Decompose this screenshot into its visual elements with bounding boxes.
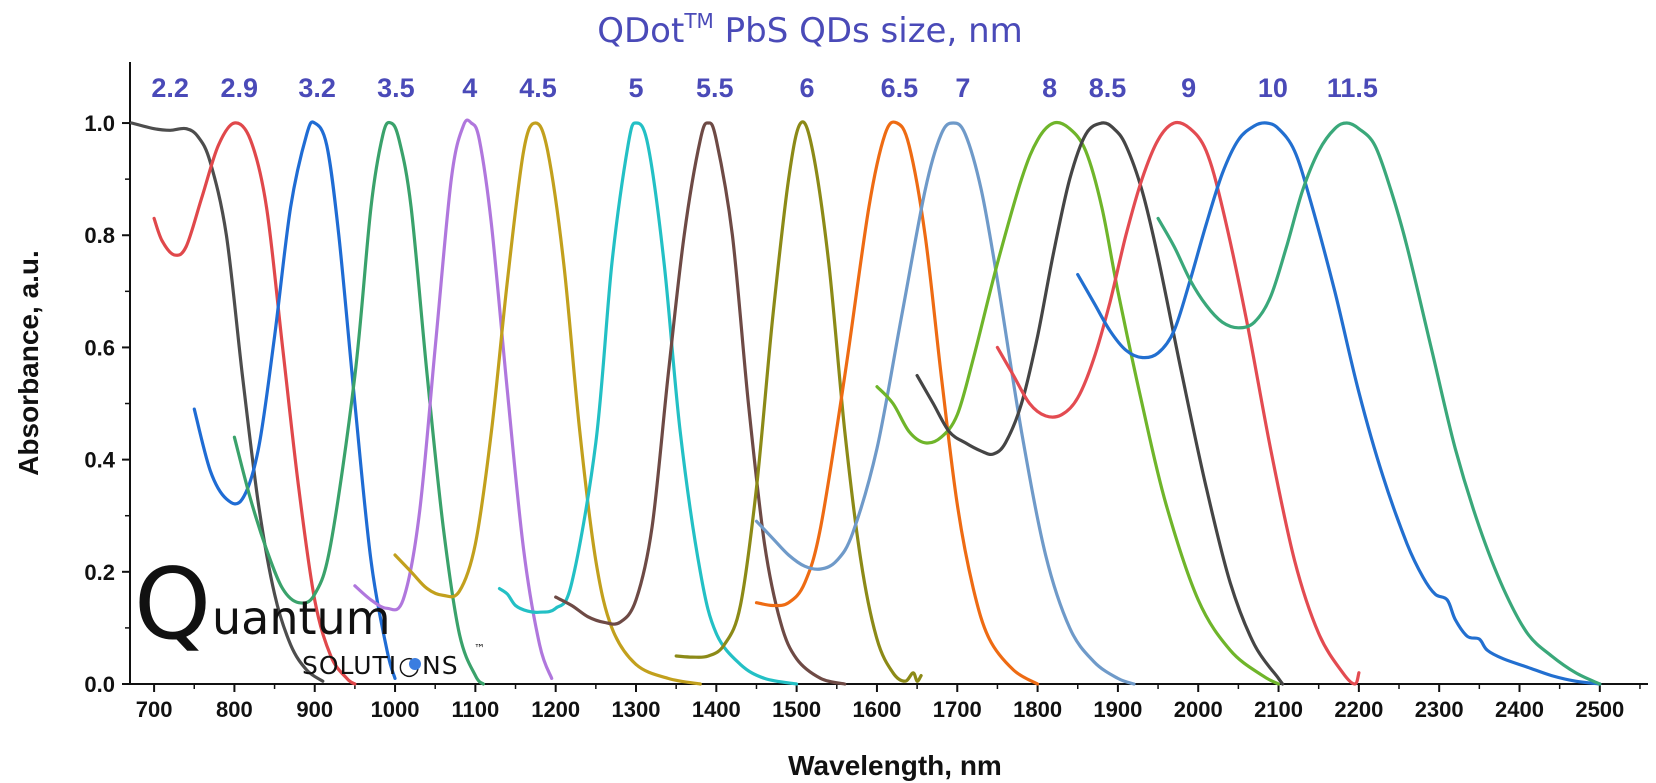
size-label-group: 2.2 2.9 3.2 3.5 4 4.5 5 5.5 6 6.5 7 8 8.5 9 10 11.5 bbox=[151, 73, 1378, 103]
x-tick-label: 700 bbox=[136, 697, 173, 722]
logo-trademark: ™ bbox=[474, 642, 485, 655]
x-tick-label: 1100 bbox=[451, 697, 499, 722]
size-label-8nm: 8 bbox=[1042, 73, 1057, 103]
size-label-2-9nm: 2.9 bbox=[220, 73, 258, 103]
x-tick-label: 900 bbox=[296, 697, 333, 722]
y-tick-label: 0.8 bbox=[84, 223, 115, 248]
series-line-4nm bbox=[353, 118, 554, 680]
series-line-3-5nm bbox=[232, 120, 485, 686]
x-tick-label: 1000 bbox=[371, 697, 420, 722]
chart-title-trademark: TM bbox=[683, 9, 713, 33]
series-line-3-2nm bbox=[192, 120, 397, 680]
x-tick-group: 700 800 900 1000 1100 1200 1300 1400 1500 1600 170… bbox=[136, 684, 1641, 722]
series-group bbox=[130, 118, 1602, 686]
y-axis-label: Absorbance, a.u. bbox=[13, 250, 44, 476]
x-tick-label: 1500 bbox=[772, 697, 821, 722]
size-label-7nm: 7 bbox=[955, 73, 970, 103]
y-tick-group: 0.0 0.2 0.4 0.6 0.8 1.0 bbox=[84, 111, 130, 697]
logo-q-letter: Q bbox=[134, 548, 211, 662]
chart-title: QDotTM PbS QDs size, nm bbox=[597, 9, 1023, 51]
size-label-5-5nm: 5.5 bbox=[696, 73, 734, 103]
series-line-5-5nm bbox=[554, 121, 847, 686]
series-line-6-5nm bbox=[754, 120, 1040, 686]
logo-subtitle-start: SOLUTI bbox=[302, 651, 397, 680]
series-line-10nm bbox=[1076, 121, 1602, 686]
size-label-2-2nm: 2.2 bbox=[151, 73, 189, 103]
size-label-10nm: 10 bbox=[1258, 73, 1288, 103]
x-axis-label: Wavelength, nm bbox=[788, 750, 1002, 781]
y-tick-label: 0.2 bbox=[84, 560, 115, 585]
x-tick-label: 2300 bbox=[1415, 697, 1464, 722]
size-label-4nm: 4 bbox=[462, 73, 477, 103]
logo-subtitle-end: NS bbox=[422, 651, 459, 680]
logo-subtitle: SOLUTI○NS bbox=[302, 651, 459, 680]
size-label-6-5nm: 6.5 bbox=[881, 73, 919, 103]
y-tick-label: 0.4 bbox=[84, 448, 115, 473]
size-label-5nm: 5 bbox=[628, 73, 643, 103]
series-line-8-5nm bbox=[915, 121, 1285, 686]
size-label-8-5nm: 8.5 bbox=[1089, 73, 1127, 103]
series-line-2-2nm bbox=[130, 121, 325, 683]
axes-layer bbox=[129, 62, 1648, 685]
x-tick-label: 1600 bbox=[852, 697, 901, 722]
x-tick-label: 1300 bbox=[612, 697, 661, 722]
series-line-5nm bbox=[497, 121, 799, 686]
series-line-6nm bbox=[674, 120, 923, 683]
x-tick-label: 1800 bbox=[1013, 697, 1062, 722]
series-line-8nm bbox=[875, 120, 1281, 686]
x-tick-label: 1200 bbox=[531, 697, 580, 722]
size-label-9nm: 9 bbox=[1181, 73, 1196, 103]
x-tick-label: 2200 bbox=[1334, 697, 1383, 722]
series-line-2-9nm bbox=[152, 121, 357, 686]
size-label-11-5nm: 11.5 bbox=[1327, 73, 1378, 103]
x-tick-label: 1400 bbox=[692, 697, 741, 722]
x-tick-label: 1900 bbox=[1093, 697, 1142, 722]
x-tick-label: 2100 bbox=[1254, 697, 1303, 722]
series-line-7nm bbox=[754, 121, 1136, 686]
series-line-4-5nm bbox=[393, 121, 702, 686]
y-tick-label: 1.0 bbox=[84, 111, 115, 136]
x-tick-label: 1700 bbox=[933, 697, 982, 722]
y-tick-label: 0.6 bbox=[84, 335, 115, 360]
x-tick-label: 2500 bbox=[1575, 697, 1624, 722]
x-tick-label: 2400 bbox=[1495, 697, 1544, 722]
chart-title-rest: PbS QDs size, nm bbox=[714, 11, 1023, 51]
logo-word: uantum bbox=[212, 591, 391, 645]
size-label-6nm: 6 bbox=[800, 73, 815, 103]
chart-title-main: QDot bbox=[597, 11, 684, 51]
quantum-solutions-logo: Q uantum SOLUTI○NS ™ bbox=[134, 548, 485, 680]
series-line-11-5nm bbox=[1156, 121, 1602, 686]
size-label-4-5nm: 4.5 bbox=[519, 73, 557, 103]
x-tick-label: 2000 bbox=[1174, 697, 1223, 722]
logo-dot-icon bbox=[409, 658, 421, 670]
y-tick-label: 0.0 bbox=[84, 672, 115, 697]
size-label-3-5nm: 3.5 bbox=[377, 73, 415, 103]
series-line-9nm bbox=[995, 120, 1361, 686]
size-label-3-2nm: 3.2 bbox=[298, 73, 336, 103]
x-tick-label: 800 bbox=[216, 697, 253, 722]
